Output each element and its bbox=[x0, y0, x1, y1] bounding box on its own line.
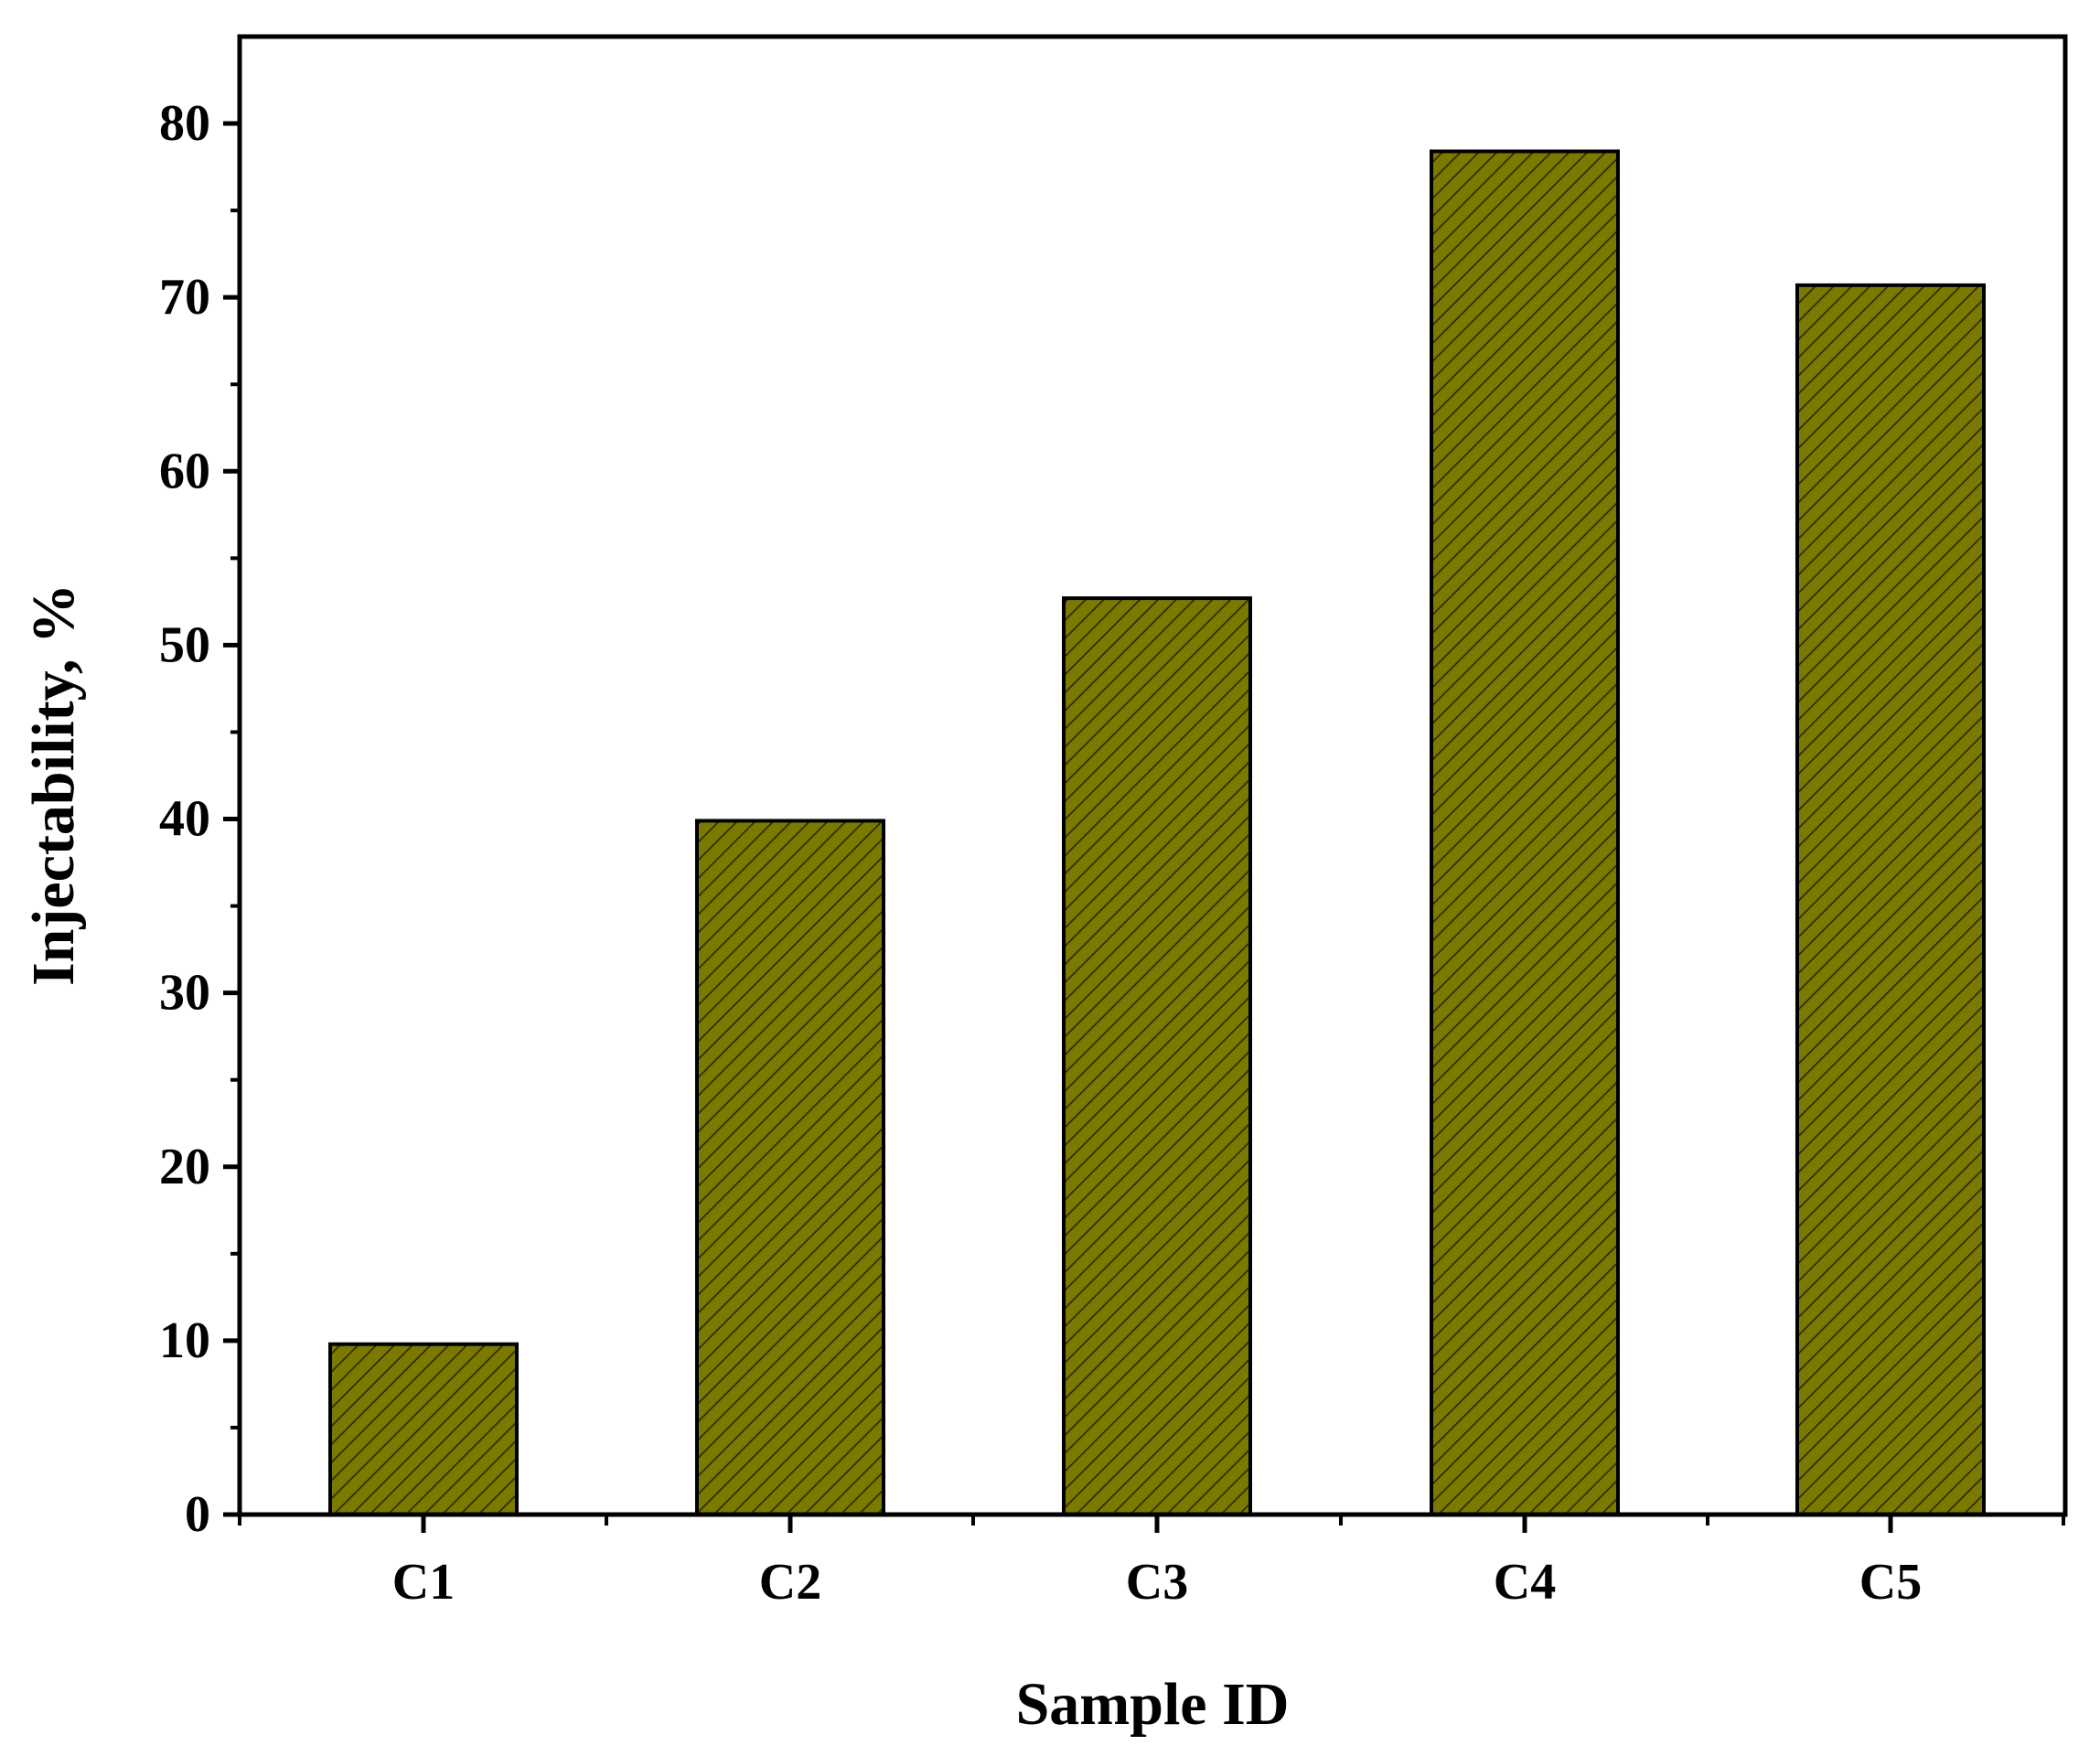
bar-c1 bbox=[328, 1342, 519, 1516]
bar-c4 bbox=[1430, 149, 1620, 1516]
x-tick-label-c5: C5 bbox=[1859, 1554, 1922, 1611]
y-tick-label: 50 bbox=[159, 616, 210, 673]
plot-frame bbox=[237, 34, 2068, 1517]
y-tick-label: 70 bbox=[159, 269, 210, 326]
bar-c2 bbox=[695, 819, 885, 1516]
y-tick-label: 40 bbox=[159, 791, 210, 848]
x-axis: C1 C2 C3 C4 C5 bbox=[238, 1515, 2065, 1611]
y-axis-title: Injectability, % bbox=[20, 584, 87, 986]
y-tick-label: 0 bbox=[185, 1486, 210, 1543]
bar-c3 bbox=[1062, 596, 1252, 1516]
x-tick-label-c3: C3 bbox=[1126, 1554, 1188, 1611]
y-tick-label: 60 bbox=[159, 443, 210, 499]
x-tick-label-c4: C4 bbox=[1494, 1554, 1556, 1611]
y-tick-label: 80 bbox=[159, 95, 210, 152]
x-tick-label-c2: C2 bbox=[759, 1554, 821, 1611]
y-tick-label: 20 bbox=[159, 1139, 210, 1195]
y-axis: 0 10 20 30 40 50 60 70 80 bbox=[159, 95, 240, 1543]
y-tick-label: 30 bbox=[159, 965, 210, 1022]
x-tick-label-c1: C1 bbox=[392, 1554, 455, 1611]
x-axis-title: Sample ID bbox=[1016, 1671, 1290, 1738]
y-tick-label: 10 bbox=[159, 1312, 210, 1369]
bar-c5 bbox=[1795, 283, 1986, 1516]
bars-group bbox=[328, 149, 1986, 1516]
